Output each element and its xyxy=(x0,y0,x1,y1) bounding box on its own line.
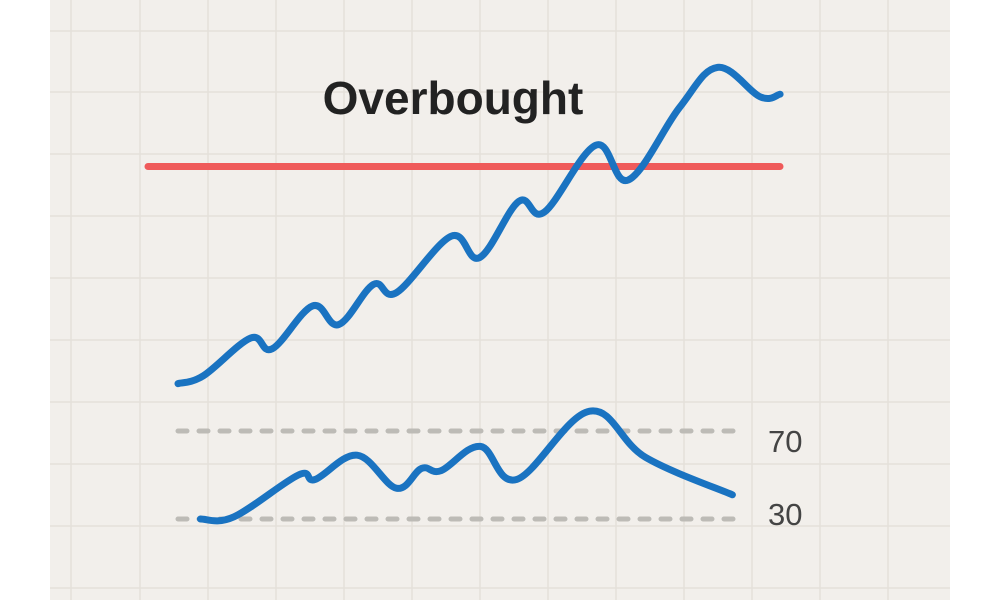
level-label-70: 70 xyxy=(768,424,802,459)
level-label-30: 30 xyxy=(768,497,802,532)
chart-title: Overbought xyxy=(323,72,584,124)
